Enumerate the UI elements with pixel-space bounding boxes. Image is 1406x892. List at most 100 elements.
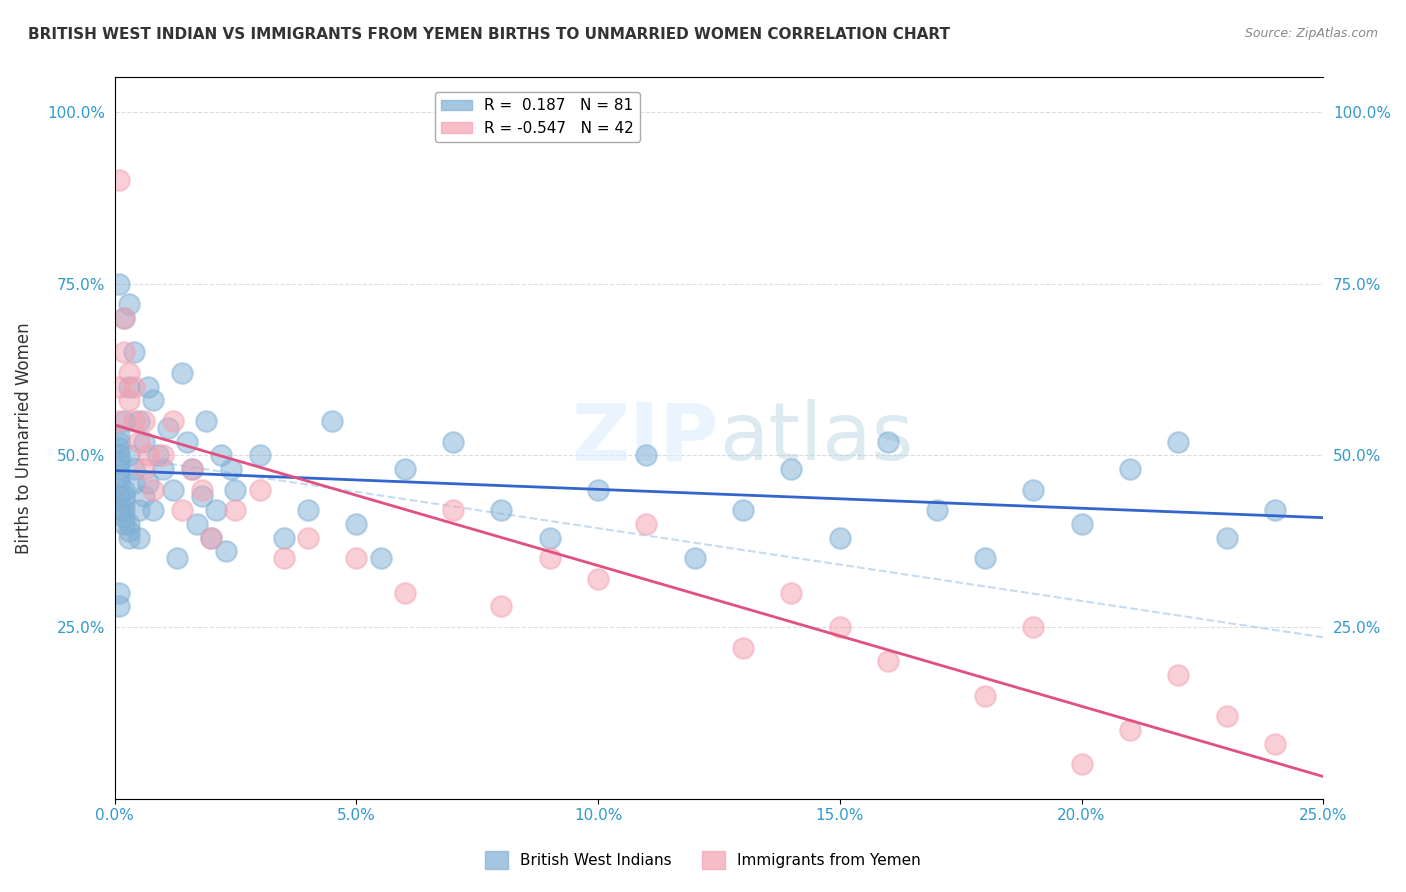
Point — [925, 503, 948, 517]
Point — [112, 510, 135, 524]
Point — [118, 366, 141, 380]
Point — [370, 551, 392, 566]
Point — [108, 455, 131, 469]
Point — [538, 551, 561, 566]
Point — [733, 503, 755, 517]
Point — [1119, 462, 1142, 476]
Text: atlas: atlas — [718, 399, 914, 477]
Point — [108, 427, 131, 442]
Point — [108, 462, 131, 476]
Point — [122, 414, 145, 428]
Point — [112, 496, 135, 510]
Point — [190, 483, 212, 497]
Point — [733, 640, 755, 655]
Point — [118, 393, 141, 408]
Point — [108, 277, 131, 291]
Point — [273, 551, 295, 566]
Point — [112, 345, 135, 359]
Point — [1070, 516, 1092, 531]
Point — [122, 345, 145, 359]
Point — [162, 414, 184, 428]
Point — [1022, 620, 1045, 634]
Point — [152, 462, 174, 476]
Point — [394, 462, 416, 476]
Point — [190, 490, 212, 504]
Point — [128, 434, 150, 449]
Point — [128, 503, 150, 517]
Point — [122, 379, 145, 393]
Point — [132, 414, 155, 428]
Point — [122, 475, 145, 490]
Point — [176, 434, 198, 449]
Point — [118, 448, 141, 462]
Point — [108, 442, 131, 456]
Point — [249, 483, 271, 497]
Point — [1167, 668, 1189, 682]
Point — [112, 310, 135, 325]
Point — [181, 462, 204, 476]
Point — [344, 516, 367, 531]
Point — [1264, 503, 1286, 517]
Point — [112, 483, 135, 497]
Point — [636, 516, 658, 531]
Point — [172, 366, 194, 380]
Point — [209, 448, 232, 462]
Text: Source: ZipAtlas.com: Source: ZipAtlas.com — [1244, 27, 1378, 40]
Point — [152, 448, 174, 462]
Point — [215, 544, 238, 558]
Point — [273, 531, 295, 545]
Point — [142, 503, 165, 517]
Point — [108, 503, 131, 517]
Point — [877, 654, 900, 668]
Point — [636, 448, 658, 462]
Point — [112, 490, 135, 504]
Legend: British West Indians, Immigrants from Yemen: British West Indians, Immigrants from Ye… — [479, 845, 927, 875]
Point — [108, 475, 131, 490]
Point — [108, 414, 131, 428]
Point — [172, 503, 194, 517]
Point — [297, 531, 319, 545]
Point — [108, 434, 131, 449]
Point — [122, 462, 145, 476]
Point — [108, 448, 131, 462]
Point — [118, 524, 141, 538]
Point — [1264, 737, 1286, 751]
Point — [224, 483, 246, 497]
Point — [321, 414, 343, 428]
Point — [128, 531, 150, 545]
Point — [118, 297, 141, 311]
Point — [491, 503, 513, 517]
Point — [780, 585, 803, 599]
Point — [200, 531, 222, 545]
Point — [118, 531, 141, 545]
Point — [224, 503, 246, 517]
Point — [132, 462, 155, 476]
Point — [138, 379, 160, 393]
Point — [108, 379, 131, 393]
Point — [118, 516, 141, 531]
Point — [297, 503, 319, 517]
Point — [780, 462, 803, 476]
Point — [112, 503, 135, 517]
Point — [1119, 723, 1142, 737]
Point — [441, 503, 464, 517]
Point — [828, 620, 851, 634]
Point — [195, 414, 218, 428]
Point — [973, 551, 995, 566]
Text: ZIP: ZIP — [572, 399, 718, 477]
Point — [112, 310, 135, 325]
Point — [1215, 531, 1237, 545]
Point — [132, 434, 155, 449]
Point — [205, 503, 228, 517]
Text: BRITISH WEST INDIAN VS IMMIGRANTS FROM YEMEN BIRTHS TO UNMARRIED WOMEN CORRELATI: BRITISH WEST INDIAN VS IMMIGRANTS FROM Y… — [28, 27, 950, 42]
Point — [108, 599, 131, 614]
Point — [973, 689, 995, 703]
Point — [132, 490, 155, 504]
Point — [118, 379, 141, 393]
Point — [162, 483, 184, 497]
Point — [112, 414, 135, 428]
Point — [108, 173, 131, 187]
Point — [586, 483, 609, 497]
Point — [828, 531, 851, 545]
Point — [538, 531, 561, 545]
